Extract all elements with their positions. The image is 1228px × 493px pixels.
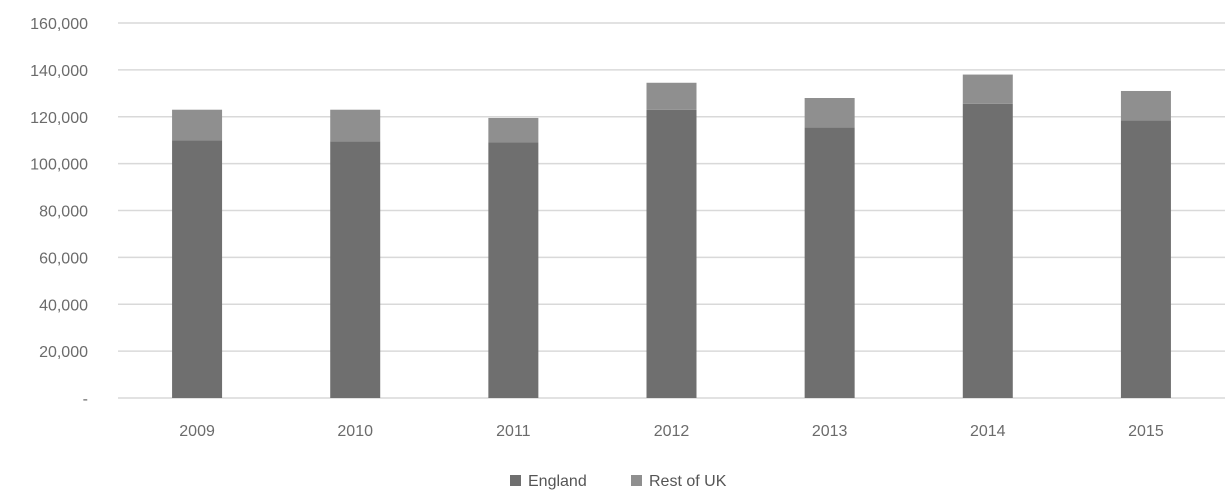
x-tick-label-2010: 2010 [337, 423, 373, 440]
y-tick-label: - [83, 391, 88, 408]
y-tick-label: 40,000 [39, 297, 88, 314]
bar-england-2015 [1120, 120, 1171, 398]
bar-rest-of-uk-2009 [172, 109, 223, 141]
legend: England Rest of UK [510, 473, 727, 490]
x-tick-label-2013: 2013 [812, 423, 848, 440]
bar-rest-of-uk-2014 [962, 74, 1013, 104]
bar-england-2014 [962, 103, 1013, 398]
y-tick-label: 120,000 [30, 110, 88, 127]
x-tick-label-2011: 2011 [496, 423, 531, 440]
bar-rest-of-uk-2015 [1120, 90, 1171, 121]
y-tick-label: 100,000 [30, 157, 88, 174]
legend-swatch [510, 475, 521, 486]
legend-item-england: England [510, 473, 587, 490]
y-axis-tick-labels: - 20,000 40,000 60,000 80,000 100,000 120,000 1… [30, 16, 88, 408]
y-tick-label: 20,000 [39, 344, 88, 361]
bar-rest-of-uk-2012 [646, 82, 697, 110]
x-tick-label-2009: 2009 [179, 423, 215, 440]
x-tick-label-2014: 2014 [970, 423, 1006, 440]
y-tick-label: 160,000 [30, 16, 88, 33]
y-tick-label: 80,000 [39, 204, 88, 221]
y-tick-label: 60,000 [39, 250, 88, 267]
x-axis-tick-labels: 2009 2010 2011 2012 2013 2014 2015 [179, 423, 1164, 440]
bar-england-2009 [172, 140, 223, 398]
bar-rest-of-uk-2010 [330, 109, 381, 142]
legend-swatch [631, 475, 642, 486]
legend-label: England [528, 473, 587, 490]
bar-england-2010 [330, 141, 381, 398]
bars [172, 74, 1171, 398]
bar-rest-of-uk-2013 [804, 98, 855, 128]
legend-label: Rest of UK [649, 473, 727, 490]
y-tick-label: 140,000 [30, 63, 88, 80]
bar-england-2012 [646, 109, 697, 398]
x-tick-label-2012: 2012 [654, 423, 690, 440]
bar-england-2013 [804, 127, 855, 398]
legend-item-rest-of-uk: Rest of UK [631, 473, 727, 490]
x-tick-label-2015: 2015 [1128, 423, 1164, 440]
bar-rest-of-uk-2011 [488, 117, 539, 143]
bar-england-2011 [488, 142, 539, 398]
